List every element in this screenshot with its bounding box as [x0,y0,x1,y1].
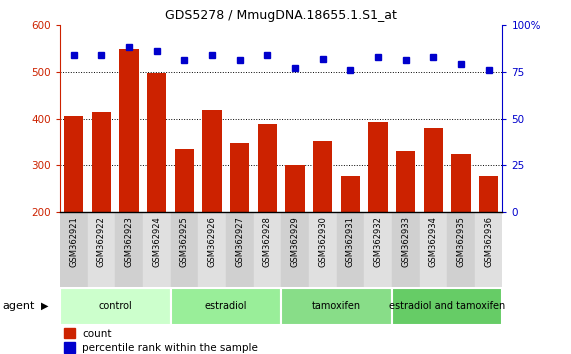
Text: GSM362929: GSM362929 [291,216,300,267]
Text: GSM362926: GSM362926 [208,216,216,267]
Bar [368,122,388,212]
Text: GSM362927: GSM362927 [235,216,244,267]
Text: GSM362934: GSM362934 [429,216,438,267]
Bar [87,212,115,287]
Bar [226,212,254,287]
Bar [171,287,282,325]
Bar [60,287,171,325]
Title: GDS5278 / MmugDNA.18655.1.S1_at: GDS5278 / MmugDNA.18655.1.S1_at [165,9,397,22]
Bar [309,212,336,287]
Bar [451,154,471,212]
Bar [119,49,139,212]
Bar [341,176,360,212]
Bar [336,212,364,287]
Text: GSM362932: GSM362932 [373,216,383,267]
Text: count: count [82,329,111,339]
Bar [396,152,415,212]
Text: GSM362922: GSM362922 [97,216,106,267]
Bar [286,165,305,212]
Bar [254,212,282,287]
Bar [202,110,222,212]
Text: agent: agent [3,301,35,311]
Text: GSM362935: GSM362935 [456,216,465,267]
Bar [313,141,332,212]
Text: GSM362924: GSM362924 [152,216,161,267]
Bar [392,287,502,325]
Bar [60,212,87,287]
Bar [258,124,277,212]
Bar [420,212,447,287]
Bar [447,212,475,287]
Bar [147,73,166,212]
Bar [115,212,143,287]
Bar [65,342,75,353]
Text: estradiol and tamoxifen: estradiol and tamoxifen [389,301,505,311]
Text: GSM362921: GSM362921 [69,216,78,267]
Bar [282,212,309,287]
Bar [92,112,111,212]
Text: GSM362933: GSM362933 [401,216,410,267]
Text: percentile rank within the sample: percentile rank within the sample [82,343,258,353]
Text: control: control [98,301,132,311]
Bar [230,143,250,212]
Bar [475,212,502,287]
Bar [364,212,392,287]
Bar [424,128,443,212]
Text: ▶: ▶ [41,301,49,311]
Text: GSM362923: GSM362923 [124,216,134,267]
Bar [64,116,83,212]
Text: tamoxifen: tamoxifen [312,301,361,311]
Bar [171,212,198,287]
Text: GSM362936: GSM362936 [484,216,493,267]
Text: GSM362931: GSM362931 [346,216,355,267]
Text: GSM362928: GSM362928 [263,216,272,267]
Text: GSM362925: GSM362925 [180,216,189,267]
Bar [392,212,420,287]
Bar [282,287,392,325]
Bar [479,176,498,212]
Bar [65,328,75,338]
Bar [143,212,171,287]
Bar [175,149,194,212]
Bar [198,212,226,287]
Text: estradiol: estradiol [204,301,247,311]
Text: GSM362930: GSM362930 [318,216,327,267]
